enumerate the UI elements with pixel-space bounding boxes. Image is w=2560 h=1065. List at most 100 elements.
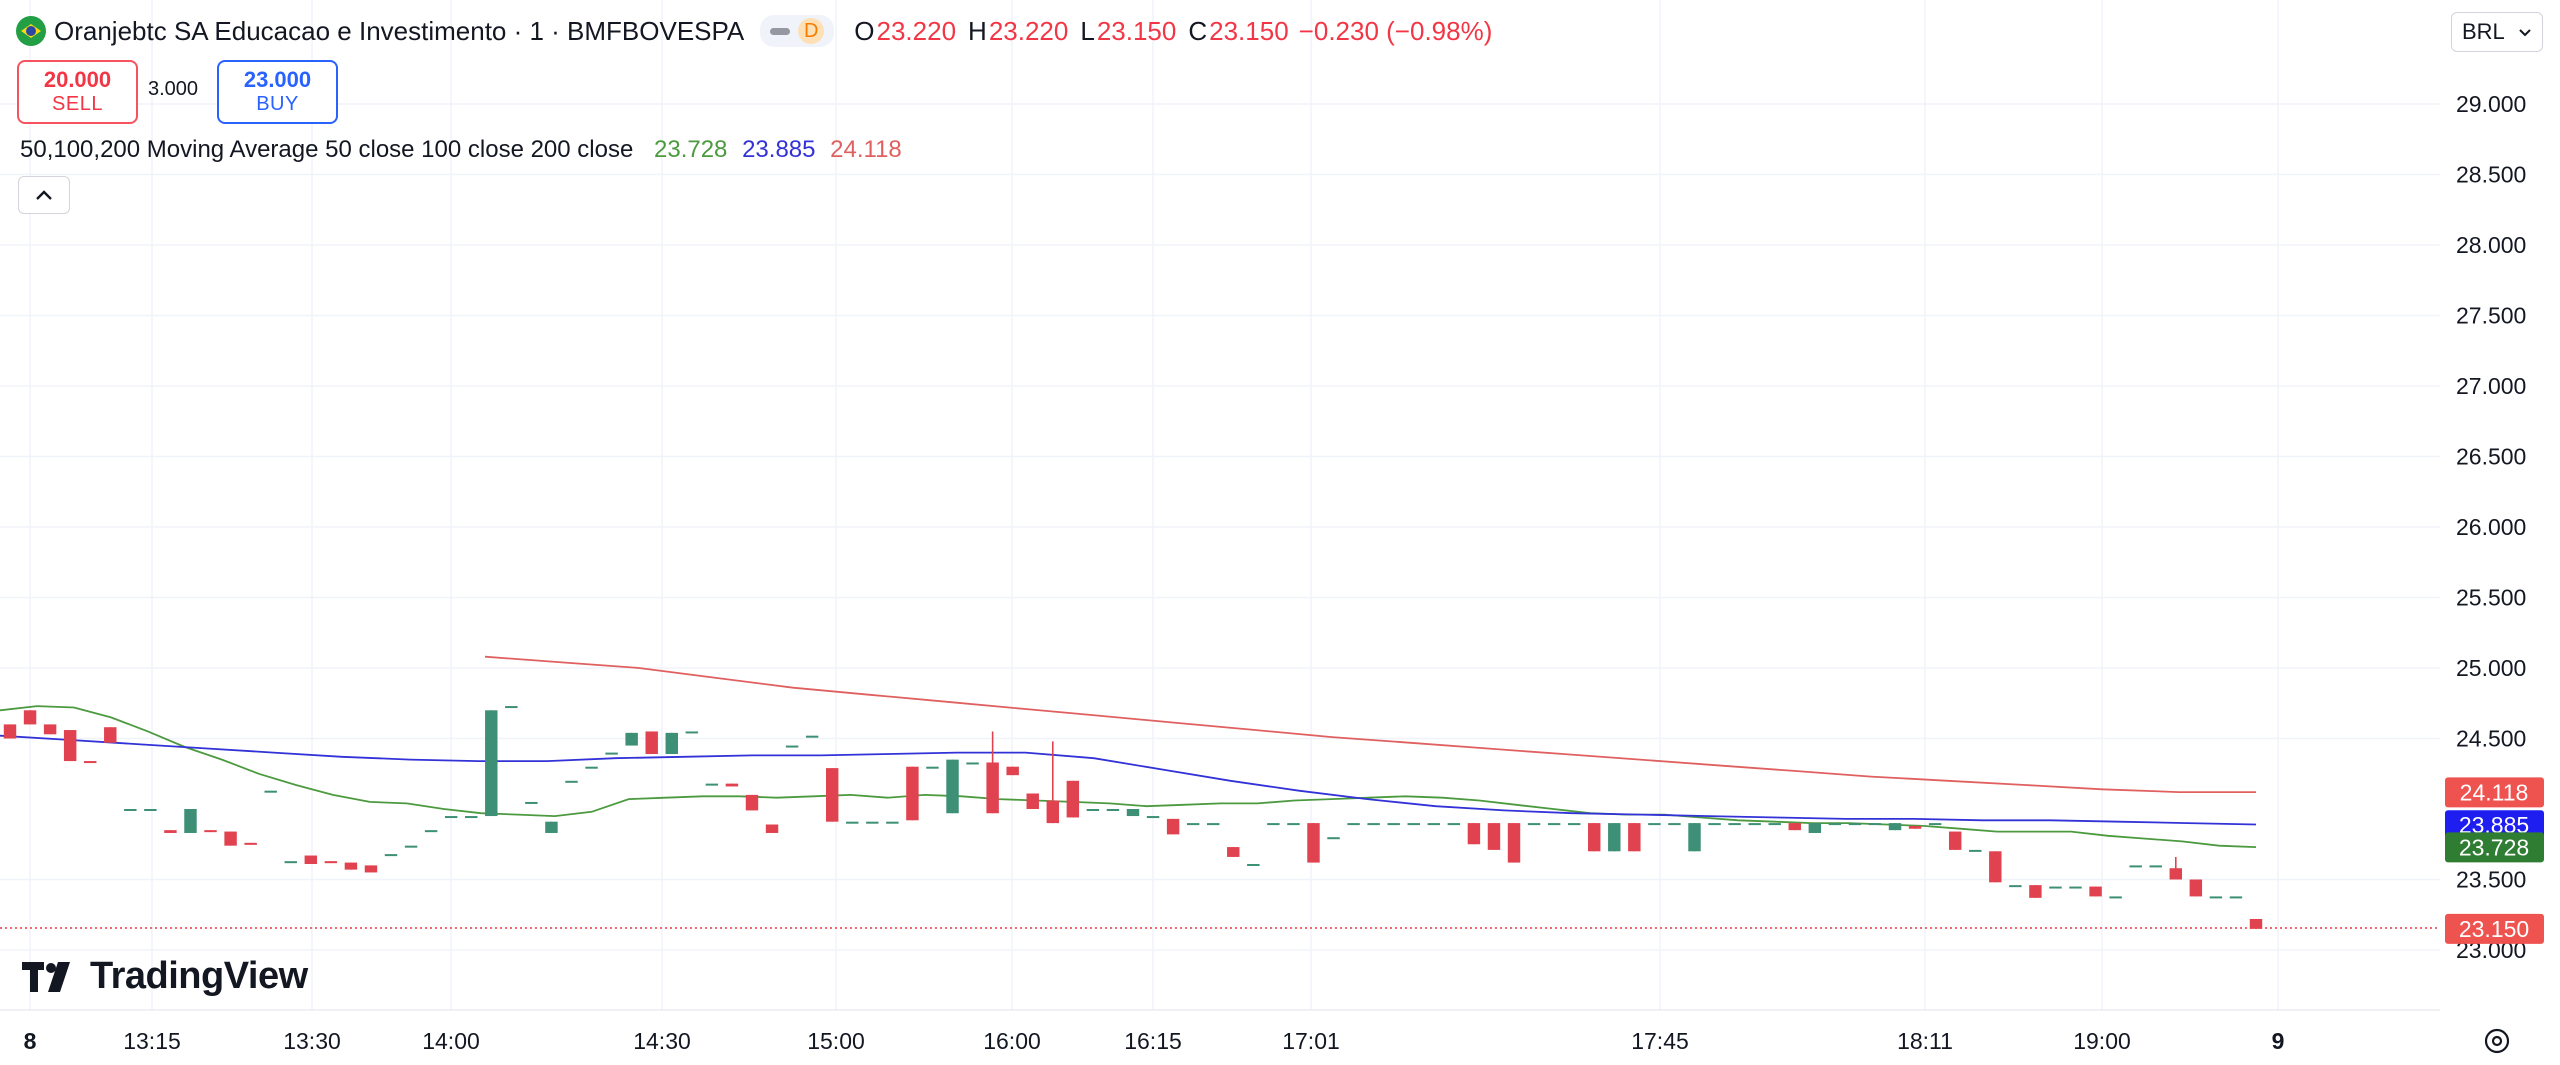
candle-body	[545, 821, 558, 833]
candle	[2209, 896, 2223, 899]
candle	[384, 854, 398, 857]
candle	[1307, 823, 1320, 863]
candle	[1026, 793, 1039, 809]
candle	[63, 730, 77, 762]
candle	[1467, 823, 1481, 845]
candle	[23, 710, 37, 725]
market-closed-icon	[770, 27, 791, 35]
candle	[1688, 823, 1701, 852]
candle	[1948, 831, 1962, 850]
candle	[765, 824, 779, 833]
candle-body	[745, 794, 759, 811]
candle-body	[1046, 800, 1060, 824]
candle	[2249, 918, 2263, 929]
candle-body	[605, 752, 618, 755]
candle	[1186, 823, 1200, 826]
candle	[825, 768, 839, 822]
symbol-title[interactable]: Oranjebtc SA Educacao e Investimento · 1…	[54, 15, 745, 46]
candle	[745, 794, 759, 811]
candle	[805, 735, 819, 738]
candle	[1066, 780, 1080, 818]
candle	[1567, 823, 1581, 826]
indicator-legend[interactable]: 50,100,200 Moving Average 50 close 100 c…	[20, 136, 910, 164]
candle	[1969, 849, 1982, 852]
tradingview-logo[interactable]: TradingView	[22, 955, 308, 998]
ma200-line	[484, 655, 2256, 793]
candle-body	[1648, 823, 1661, 826]
candle	[1588, 823, 1601, 852]
y-tick-label: 28.000	[2456, 232, 2526, 258]
candle-body	[1327, 837, 1340, 840]
candle	[906, 766, 919, 821]
candle-body	[1628, 823, 1641, 852]
candle-body	[625, 732, 638, 746]
ma100-value: 23.885	[742, 136, 816, 163]
candle-body	[585, 766, 598, 769]
candle	[705, 783, 719, 786]
x-tick-label: 8	[24, 1028, 37, 1054]
candle	[1628, 823, 1641, 852]
candle-body	[1086, 809, 1100, 811]
y-tick-label: 25.500	[2456, 585, 2526, 611]
price-change: −0.230 (−0.98%)	[1298, 15, 1493, 46]
buy-price: 23.000	[243, 67, 312, 92]
candle	[946, 759, 959, 814]
candle	[1126, 809, 1140, 817]
candle	[685, 731, 699, 734]
brazil-flag-icon	[16, 16, 46, 46]
settings-gear-icon[interactable]	[2480, 1024, 2514, 1058]
candle-body	[2189, 879, 2203, 897]
candle	[1908, 825, 1922, 829]
candle-body	[2109, 896, 2122, 899]
time-axis[interactable]: 8 13:15 13:30 14:00 14:30 15:00 16:00 16:15 17:0…	[24, 1028, 2285, 1054]
candle	[2149, 865, 2162, 868]
collapse-legend-button[interactable]	[18, 176, 70, 214]
candle	[1848, 823, 1862, 826]
candle-body	[1888, 823, 1902, 831]
candle-body	[444, 816, 458, 819]
price-axis[interactable]: 29.000 28.500 28.000 27.500 27.000 26.500 26.0…	[2456, 91, 2526, 963]
candle	[866, 821, 879, 824]
candle	[144, 809, 157, 811]
spread-value: 3.000	[148, 78, 199, 100]
y-tick-label: 23.500	[2456, 867, 2526, 893]
candle	[424, 830, 438, 833]
candle-body	[1527, 823, 1541, 826]
x-tick-label: 18:11	[1897, 1028, 1953, 1054]
candle	[444, 816, 458, 819]
candle	[1708, 823, 1721, 826]
candle	[1487, 823, 1501, 850]
candle-body	[1547, 823, 1561, 826]
candle-body	[63, 730, 77, 762]
buy-button[interactable]: 23.000 BUY	[217, 60, 338, 124]
currency-select[interactable]: BRL	[2451, 12, 2543, 52]
ma-price-label-bg	[2445, 832, 2544, 863]
candle	[1447, 823, 1461, 826]
x-tick-label: 17:45	[1631, 1028, 1689, 1054]
candle-body	[164, 830, 177, 833]
y-tick-label: 26.500	[2456, 444, 2526, 470]
candle	[83, 761, 97, 764]
candle-body	[83, 761, 97, 764]
y-tick-label: 27.500	[2456, 303, 2526, 329]
sell-button[interactable]: 20.000 SELL	[17, 60, 138, 124]
market-status-pill[interactable]: D	[760, 15, 835, 47]
ohlc-open-key: O	[854, 15, 875, 46]
candle	[2129, 865, 2142, 868]
moving-average-lines	[0, 655, 2257, 848]
candle-body	[2009, 885, 2022, 888]
ma-price-label-text: 23.728	[2459, 834, 2529, 860]
candle	[565, 780, 578, 783]
candle	[2109, 896, 2122, 899]
candle-body	[2089, 886, 2102, 897]
candle	[324, 861, 338, 864]
chart-grid	[0, 0, 2440, 1011]
candle	[3, 724, 17, 739]
candle-body	[505, 706, 518, 709]
candle	[525, 801, 538, 804]
candle	[585, 766, 598, 769]
candle-body	[1447, 823, 1461, 826]
candle-body	[1347, 823, 1360, 826]
